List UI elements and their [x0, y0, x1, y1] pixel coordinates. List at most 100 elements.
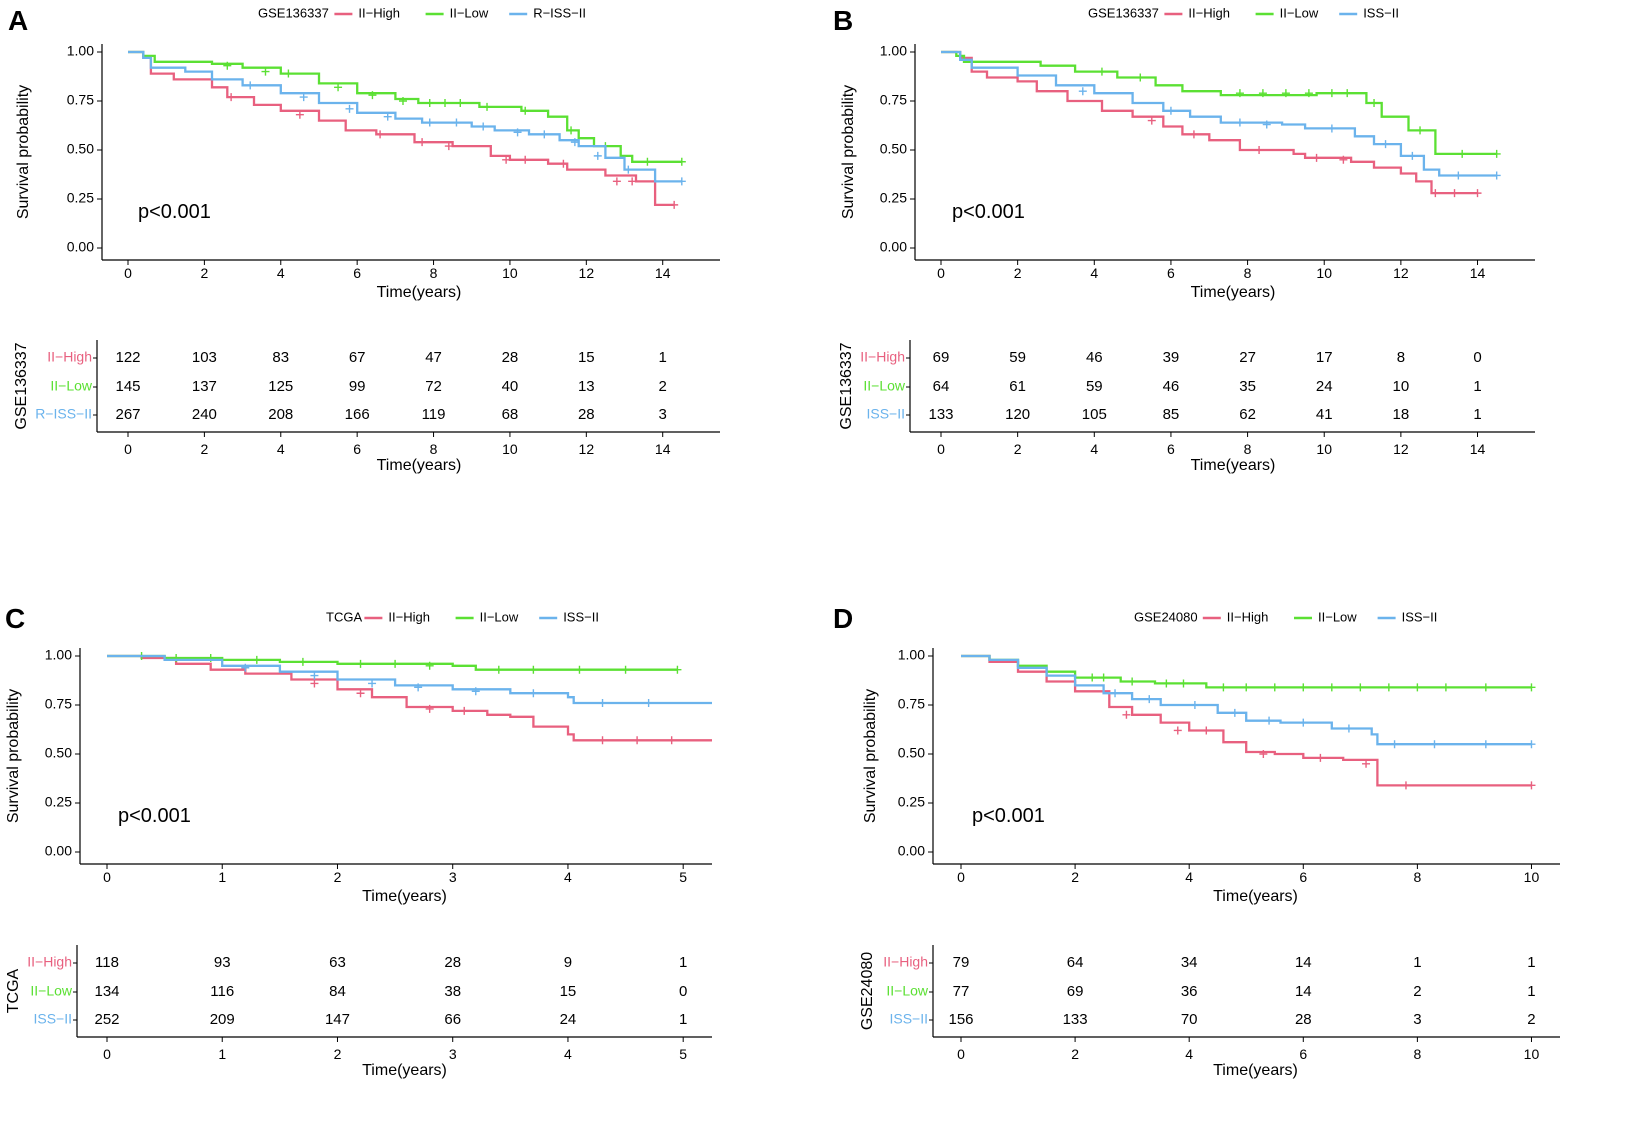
table-row-label: ISS−II	[866, 406, 905, 422]
table-cell: 133	[928, 406, 953, 423]
table-x-axis-title: Time(years)	[1213, 1062, 1298, 1079]
table-cell: 116	[210, 983, 234, 1000]
x-axis-title: Time(years)	[362, 888, 447, 905]
censor-mark	[540, 130, 549, 139]
legend-title: GSE24080	[1134, 609, 1198, 624]
table-cell: 0	[679, 983, 687, 1000]
table-cell: 15	[560, 983, 577, 1000]
table-row-label: II−Low	[30, 983, 73, 999]
censor-mark	[1179, 679, 1188, 688]
censor-mark	[494, 665, 503, 674]
legend-entry: ISS−II	[563, 609, 599, 624]
table-cell: 145	[115, 378, 140, 395]
y-tick-label: 0.25	[880, 190, 907, 206]
censor-mark	[310, 671, 319, 680]
x-tick-label: 4	[1090, 265, 1098, 281]
censor-mark	[670, 200, 679, 209]
p-value: p<0.001	[972, 805, 1045, 827]
table-cell: 134	[94, 983, 119, 1000]
y-tick-label: 0.50	[898, 745, 925, 761]
censor-mark	[1327, 89, 1336, 98]
censor-mark	[356, 659, 365, 668]
curve-iihigh	[961, 654, 1532, 787]
table-cell: 1	[1527, 983, 1535, 1000]
censor-mark	[593, 151, 602, 160]
censor-mark	[1136, 73, 1145, 82]
curve-iilow	[128, 50, 682, 163]
y-tick-label: 0.25	[898, 794, 925, 810]
y-tick-label: 1.00	[45, 647, 72, 663]
censor-mark	[299, 93, 308, 102]
censor-mark	[1327, 124, 1336, 133]
x-axis-title: Time(years)	[1191, 284, 1276, 301]
table-cell: 39	[1163, 349, 1180, 366]
censor-mark	[398, 97, 407, 105]
censor-mark	[345, 104, 354, 113]
censor-mark	[1370, 98, 1379, 107]
censor-mark	[383, 112, 392, 121]
p-value: p<0.001	[138, 201, 211, 223]
table-cell: 105	[1082, 406, 1107, 423]
censor-mark	[1219, 683, 1228, 692]
table-cell: 69	[933, 349, 950, 366]
y-tick-label: 0.25	[45, 794, 72, 810]
censor-mark	[334, 83, 343, 92]
table-row-label: II−Low	[886, 983, 929, 999]
censor-mark	[529, 689, 538, 698]
censor-mark	[1166, 106, 1175, 115]
censor-mark	[1384, 683, 1393, 692]
y-tick-label: 0.00	[67, 239, 94, 255]
table-x-tick-label: 6	[353, 441, 361, 457]
table-cell: 24	[1316, 378, 1333, 395]
censor-mark	[1430, 740, 1439, 749]
table-title: GSE24080	[859, 952, 876, 1030]
censor-mark	[471, 687, 480, 696]
table-x-tick-label: 8	[430, 441, 438, 457]
table-x-tick-label: 2	[200, 441, 208, 457]
y-axis-title: Survival probability	[840, 85, 857, 219]
censor-mark	[502, 155, 511, 164]
table-row-label: II−Low	[863, 378, 906, 394]
x-tick-label: 6	[353, 265, 361, 281]
table-cell: 103	[192, 349, 217, 366]
table-x-axis-title: Time(years)	[1191, 457, 1276, 474]
censor-mark	[624, 165, 633, 174]
curve-rissii	[128, 50, 682, 183]
censor-mark	[1454, 171, 1463, 180]
table-x-tick-label: 14	[655, 441, 671, 457]
censor-mark	[1441, 683, 1450, 692]
censor-mark	[1343, 89, 1352, 98]
censor-mark	[1088, 673, 1097, 682]
censor-mark	[252, 655, 261, 664]
table-cell: 3	[659, 406, 667, 423]
table-cell: 59	[1009, 349, 1026, 366]
table-title: GSE136337	[838, 342, 855, 429]
y-tick-label: 0.75	[880, 92, 907, 108]
censor-mark	[598, 699, 607, 708]
x-tick-label: 6	[1167, 265, 1175, 281]
table-cell: 63	[329, 954, 346, 971]
table-cell: 84	[329, 983, 346, 1000]
table-cell: 252	[94, 1011, 119, 1028]
censor-mark	[1202, 726, 1211, 735]
x-tick-label: 12	[1393, 265, 1409, 281]
censor-mark	[621, 665, 630, 674]
table-x-tick-label: 3	[449, 1046, 457, 1062]
x-tick-label: 12	[579, 265, 595, 281]
censor-mark	[570, 138, 579, 147]
panel-c: C TCGA II−High II−Low ISS−II 0.00 0.25 0.50 0.75…	[5, 603, 712, 1079]
censor-mark	[1450, 189, 1459, 198]
legend-title: GSE136337	[258, 5, 329, 20]
curve-issii	[941, 50, 1497, 177]
censor-mark	[418, 138, 427, 147]
table-cell: 209	[210, 1011, 235, 1028]
panel-b: B GSE136337 II−High II−Low ISS−II 0.00 0.25 0.5…	[833, 5, 1535, 474]
censor-mark	[441, 98, 450, 107]
y-axis-title: Survival probability	[15, 85, 32, 219]
table-cell: 79	[953, 954, 970, 971]
table-cell: 38	[444, 983, 461, 1000]
y-tick-label: 0.50	[67, 141, 94, 157]
table-cell: 28	[1295, 1011, 1312, 1028]
table-cell: 64	[1067, 954, 1084, 971]
censor-mark	[1097, 67, 1106, 76]
